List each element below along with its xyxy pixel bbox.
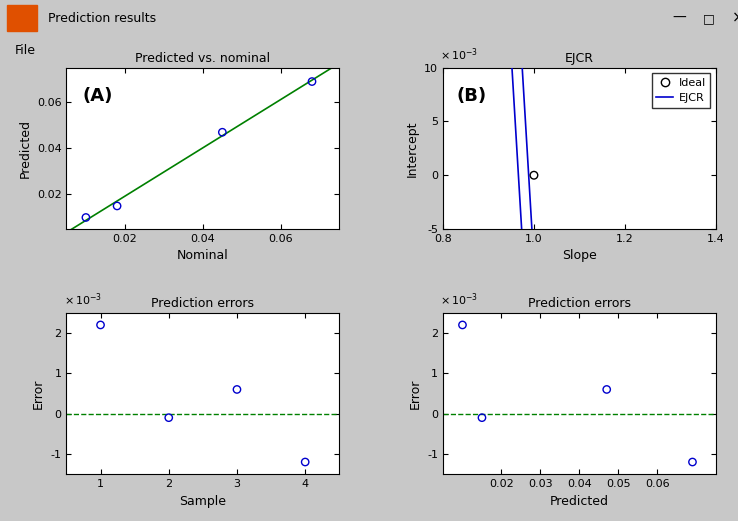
Point (80, 213, 92, 221)
Y-axis label: Error: Error (32, 378, 45, 408)
Point (94, 321, 106, 329)
Point (686, 458, 698, 466)
Text: □: □ (703, 12, 714, 24)
Point (306, 78, 318, 86)
Point (111, 202, 123, 210)
Text: File: File (15, 44, 35, 57)
Point (528, 171, 540, 179)
Point (231, 386, 243, 394)
Title: Predicted vs. nominal: Predicted vs. nominal (135, 52, 270, 65)
Bar (7, 6, 37, 31)
Text: (A): (A) (83, 87, 113, 105)
Title: EJCR: EJCR (565, 52, 594, 65)
Point (216, 128, 228, 137)
X-axis label: Slope: Slope (562, 250, 597, 263)
Legend: Ideal, EJCR: Ideal, EJCR (652, 73, 710, 108)
Point (601, 386, 613, 394)
Text: Prediction results: Prediction results (48, 12, 156, 24)
Text: —: — (672, 11, 686, 25)
Title: Prediction errors: Prediction errors (151, 297, 255, 311)
Y-axis label: Predicted: Predicted (18, 119, 31, 178)
Text: ×: × (731, 11, 738, 26)
X-axis label: Nominal: Nominal (177, 250, 229, 263)
Text: $\times\,10^{-3}$: $\times\,10^{-3}$ (441, 46, 478, 63)
X-axis label: Predicted: Predicted (550, 494, 609, 507)
Point (476, 414, 488, 422)
Y-axis label: Intercept: Intercept (406, 120, 418, 177)
Point (163, 414, 175, 422)
X-axis label: Sample: Sample (179, 494, 227, 507)
Text: $\times\,10^{-3}$: $\times\,10^{-3}$ (441, 291, 478, 308)
Point (457, 321, 469, 329)
Y-axis label: Error: Error (409, 378, 421, 408)
Point (300, 458, 311, 466)
Title: Prediction errors: Prediction errors (528, 297, 631, 311)
Text: $\times\,10^{-3}$: $\times\,10^{-3}$ (63, 291, 102, 308)
Text: (B): (B) (457, 87, 487, 105)
